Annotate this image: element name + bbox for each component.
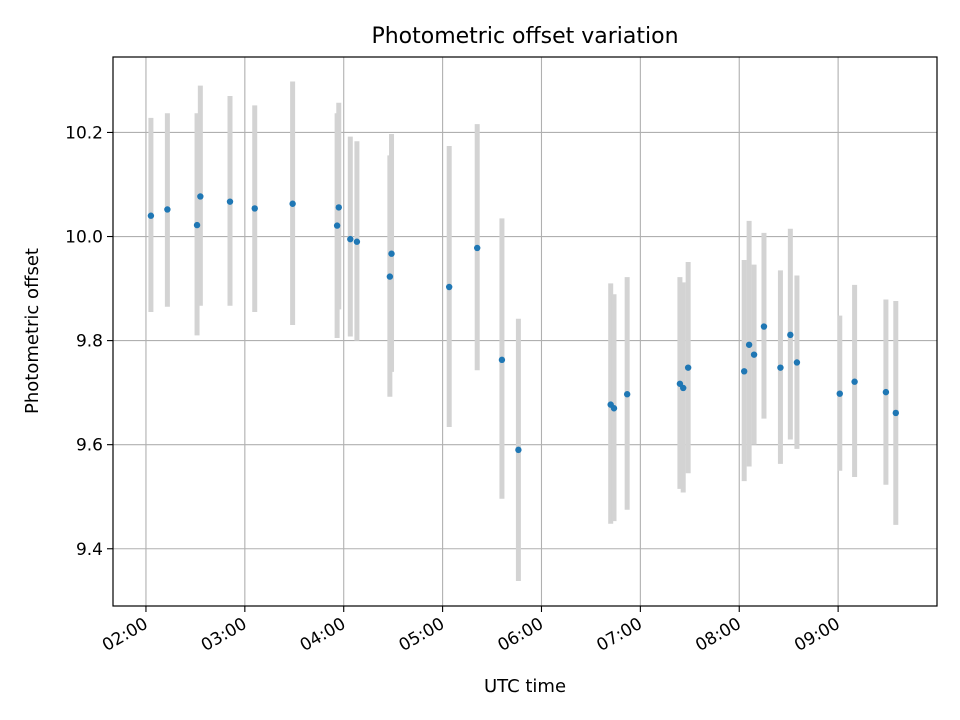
data-point [251, 205, 258, 212]
data-point [680, 384, 687, 392]
data-point [193, 221, 201, 229]
data-point [347, 235, 354, 243]
data-point [882, 388, 890, 396]
data-point [333, 222, 341, 229]
data-point [740, 368, 748, 375]
data-point [353, 238, 361, 245]
y-tick-label: 10.0 [65, 228, 103, 248]
y-tick-label: 10.2 [65, 123, 103, 143]
data-point [445, 283, 453, 291]
data-point [745, 341, 753, 348]
data-point [777, 364, 784, 371]
y-axis-label: Photometric offset [22, 248, 43, 414]
data-point [610, 405, 618, 412]
data-point [289, 200, 296, 207]
data-point [498, 356, 506, 364]
chart-title: Photometric offset variation [371, 24, 678, 49]
y-tick-label: 9.8 [76, 332, 103, 352]
y-tick-label: 9.4 [76, 540, 103, 560]
data-point [197, 193, 204, 200]
data-point [750, 351, 758, 358]
grid [113, 57, 937, 606]
data-point [226, 198, 234, 205]
data-point [836, 390, 843, 397]
data-point [474, 244, 481, 252]
data-point [386, 273, 394, 280]
y-tick-label: 9.6 [76, 436, 103, 456]
y-axis-ticks: 9.4 9.6 9.8 10.0 10.2 [65, 123, 113, 560]
data-point [623, 391, 631, 398]
data-point [335, 204, 342, 211]
data-point [851, 378, 858, 385]
data-point [787, 331, 794, 339]
data-point [793, 359, 801, 366]
x-axis-label: UTC time [484, 676, 566, 697]
data-point [515, 446, 522, 454]
data-point [164, 206, 171, 213]
data-point [892, 409, 899, 417]
data-point [388, 250, 395, 257]
data-point [760, 323, 768, 330]
data-point [147, 212, 155, 219]
plot-area-frame [112, 56, 938, 607]
data-point [684, 364, 692, 371]
data-points [147, 193, 899, 454]
